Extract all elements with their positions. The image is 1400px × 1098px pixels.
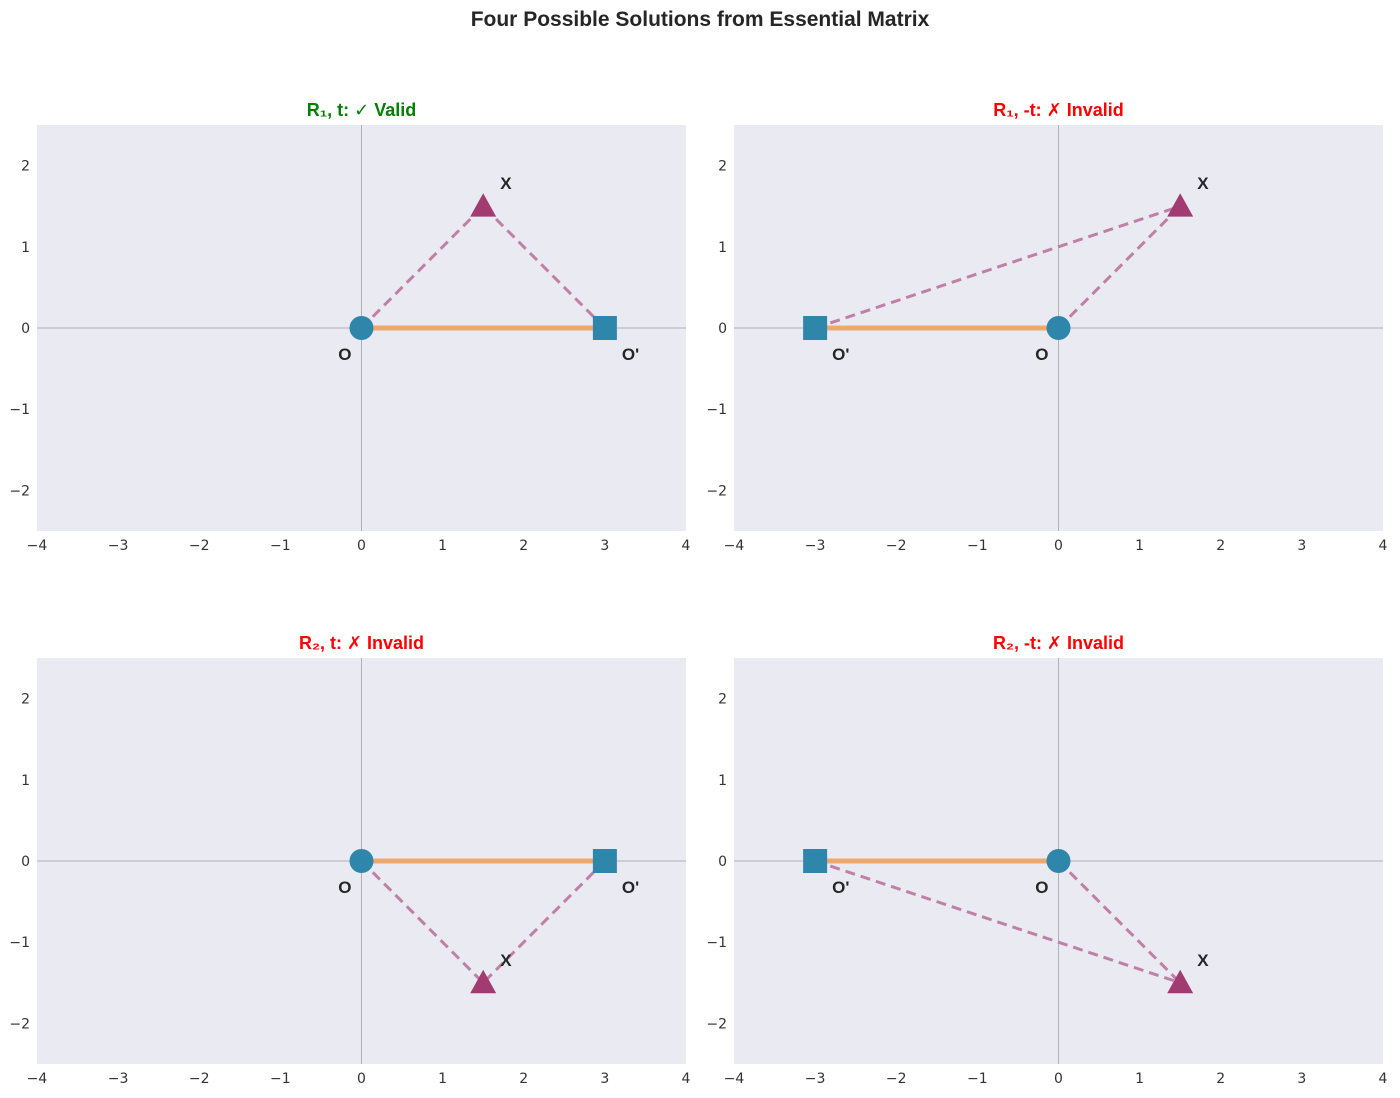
y-tick-label: −1 — [706, 935, 727, 951]
point-label: X — [1197, 951, 1209, 970]
x-tick-label: −2 — [189, 538, 210, 554]
y-tick-label: 0 — [21, 854, 30, 870]
x-tick-label: 4 — [682, 538, 691, 554]
projection-ray — [814, 859, 1181, 985]
x-tick-label: 0 — [357, 1071, 366, 1087]
y-tick-label: −1 — [9, 935, 30, 951]
x-tick-label: −3 — [805, 1071, 826, 1087]
panel-title: R₂, -t: ✗ Invalid — [993, 633, 1124, 653]
panel-3: −4 −3 −2 −1 0 1 2 3 4 −2 −1 0 1 2 O O' X R₂, t: ✗ Invalid — [9, 633, 690, 1087]
panel-title: R₂, t: ✗ Invalid — [299, 633, 424, 653]
y-tick-label: 1 — [21, 240, 30, 256]
x-tick-label: 1 — [1135, 1071, 1144, 1087]
point-label: O' — [622, 345, 639, 364]
x-tick-label: 2 — [1216, 538, 1225, 554]
y-tick-label: −2 — [706, 1016, 727, 1032]
x-tick-label: 2 — [1216, 1071, 1225, 1087]
point-label: X — [500, 951, 512, 970]
point-label: O' — [832, 345, 849, 364]
y-tick-label: 1 — [21, 773, 30, 789]
world-point-marker — [1167, 969, 1194, 994]
panel-title: R₁, -t: ✗ Invalid — [993, 100, 1124, 120]
second-camera-marker — [592, 316, 617, 340]
projection-ray — [482, 859, 606, 984]
y-tick-label: 0 — [718, 854, 727, 870]
x-tick-label: 0 — [357, 538, 366, 554]
projection-ray — [814, 204, 1181, 330]
projection-ray — [360, 859, 485, 984]
figure-title: Four Possible Solutions from Essential M… — [470, 8, 930, 31]
world-point-marker — [1167, 193, 1194, 217]
point-label: O — [338, 878, 351, 897]
world-point-marker — [470, 969, 497, 994]
x-tick-label: −2 — [189, 1071, 210, 1087]
y-tick-label: −2 — [9, 483, 30, 499]
x-tick-label: −4 — [27, 1071, 48, 1087]
x-tick-label: −3 — [108, 538, 129, 554]
y-tick-label: 1 — [718, 240, 727, 256]
y-tick-label: 2 — [21, 692, 30, 708]
x-tick-label: −4 — [724, 1071, 745, 1087]
panel-2: −4 −3 −2 −1 0 1 2 3 4 −2 −1 0 1 2 O O' X R₁, -t: ✗ Invali… — [706, 100, 1387, 554]
second-camera-marker — [803, 316, 828, 340]
second-camera-marker — [592, 849, 617, 873]
x-tick-label: −2 — [886, 1071, 907, 1087]
x-tick-label: 0 — [1054, 538, 1063, 554]
projection-ray — [482, 205, 606, 330]
panel-4: −4 −3 −2 −1 0 1 2 3 4 −2 −1 0 1 2 O O' X R₂, -t: ✗ Invali… — [706, 633, 1387, 1087]
projection-ray — [360, 205, 485, 330]
y-tick-label: 0 — [718, 321, 727, 337]
panel-1: −4 −3 −2 −1 0 1 2 3 4 −2 −1 0 1 2 O O' X R₁, t: ✓ Valid — [9, 100, 690, 554]
x-tick-label: −4 — [27, 538, 48, 554]
projection-ray — [1057, 859, 1182, 984]
camera-center-marker — [1046, 849, 1071, 873]
y-tick-label: 2 — [718, 692, 727, 708]
camera-center-marker — [349, 316, 374, 340]
point-label: O — [1035, 878, 1048, 897]
x-tick-label: 3 — [600, 1071, 609, 1087]
x-tick-label: 3 — [1297, 1071, 1306, 1087]
x-tick-label: 4 — [1379, 538, 1388, 554]
x-tick-label: −1 — [967, 538, 988, 554]
point-label: O' — [832, 878, 849, 897]
x-tick-label: 1 — [438, 538, 447, 554]
camera-center-marker — [1046, 316, 1071, 340]
y-tick-label: 2 — [21, 159, 30, 175]
x-tick-label: −1 — [967, 1071, 988, 1087]
x-tick-label: −3 — [805, 538, 826, 554]
y-tick-label: 2 — [718, 159, 727, 175]
x-tick-label: 3 — [600, 538, 609, 554]
second-camera-marker — [803, 849, 828, 873]
x-tick-label: 0 — [1054, 1071, 1063, 1087]
x-tick-label: 2 — [519, 1071, 528, 1087]
x-tick-label: 2 — [519, 538, 528, 554]
x-tick-label: −1 — [270, 1071, 291, 1087]
y-tick-label: −2 — [706, 483, 727, 499]
point-label: O — [1035, 345, 1048, 364]
point-label: X — [1197, 174, 1209, 193]
y-tick-label: −1 — [706, 402, 727, 418]
y-tick-label: −1 — [9, 402, 30, 418]
x-tick-label: 4 — [1379, 1071, 1388, 1087]
x-tick-label: 1 — [438, 1071, 447, 1087]
x-tick-label: −4 — [724, 538, 745, 554]
point-label: O — [338, 345, 351, 364]
x-tick-label: 3 — [1297, 538, 1306, 554]
x-tick-label: −1 — [270, 538, 291, 554]
y-tick-label: 1 — [718, 773, 727, 789]
world-point-marker — [470, 193, 497, 217]
panel-title: R₁, t: ✓ Valid — [307, 100, 417, 120]
y-tick-label: 0 — [21, 321, 30, 337]
x-tick-label: 1 — [1135, 538, 1144, 554]
camera-center-marker — [349, 849, 374, 873]
point-label: O' — [622, 878, 639, 897]
point-label: X — [500, 174, 512, 193]
y-tick-label: −2 — [9, 1016, 30, 1032]
x-tick-label: 4 — [682, 1071, 691, 1087]
x-tick-label: −2 — [886, 538, 907, 554]
x-tick-label: −3 — [108, 1071, 129, 1087]
projection-ray — [1057, 205, 1182, 330]
